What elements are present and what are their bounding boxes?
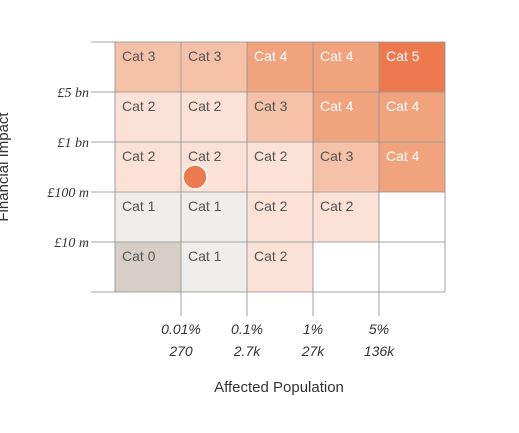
- x-tick-label-count: 136k: [364, 343, 395, 359]
- x-tick-label-pct: 1%: [303, 321, 323, 337]
- cell-label: Cat 2: [254, 248, 288, 264]
- heatmap-cell: [114, 41, 182, 93]
- heatmap-cell: [114, 241, 182, 293]
- cell-label: Cat 3: [122, 48, 156, 64]
- x-tick-label-pct: 0.1%: [231, 321, 263, 337]
- heatmap-cell: [180, 241, 248, 293]
- heatmap-cell: [180, 41, 248, 93]
- cell-label: Cat 2: [254, 198, 288, 214]
- cell-label: Cat 2: [122, 148, 156, 164]
- grid-lines: [91, 41, 446, 316]
- cell-label: Cat 2: [254, 148, 288, 164]
- y-axis-title: Financial Impact: [0, 112, 12, 222]
- heatmap-cell: [312, 191, 380, 243]
- cell-label: Cat 2: [122, 98, 156, 114]
- cell-label: Cat 0: [122, 248, 156, 264]
- heatmap-cell: [378, 41, 446, 93]
- x-tick-label-count: 2.7k: [233, 343, 261, 359]
- heatmap-cell: [378, 141, 446, 193]
- y-tick-label: £1 bn: [58, 136, 90, 151]
- cell-label: Cat 4: [386, 148, 420, 164]
- heatmap-cell: [246, 141, 314, 193]
- x-tick-label-pct: 5%: [369, 321, 389, 337]
- x-tick-label-count: 27k: [301, 343, 326, 359]
- cell-label: Cat 5: [386, 48, 420, 64]
- heatmap-cells: Cat 3 Cat 3 Cat 4 Cat 4 Cat 5 Cat 2 Cat 2 Cat 3…: [114, 41, 446, 293]
- x-axis-title: Affected Population: [214, 379, 344, 396]
- heatmap-cell: [180, 191, 248, 243]
- x-tick-label-count: 270: [168, 343, 193, 359]
- y-tick-label: £10 m: [54, 236, 89, 251]
- cell-label: Cat 1: [188, 198, 222, 214]
- y-tick-label: £100 m: [47, 186, 89, 201]
- cell-label: Cat 2: [188, 98, 222, 114]
- cell-label: Cat 4: [254, 48, 288, 64]
- heatmap-cell: [114, 91, 182, 143]
- heatmap-cell: [246, 91, 314, 143]
- cell-label: Cat 1: [188, 248, 222, 264]
- cell-label: Cat 4: [320, 48, 354, 64]
- cell-label: Cat 2: [188, 148, 222, 164]
- marker-layer: [182, 164, 208, 190]
- risk-marker-dot[interactable]: [182, 164, 208, 190]
- cell-label: Cat 2: [320, 198, 354, 214]
- heatmap-cell: [312, 41, 380, 93]
- axis-ticks: £5 bn £1 bn £100 m £10 m 0.01% 270 0.1% 2.7k 1% 2…: [47, 86, 395, 359]
- cell-label: Cat 4: [386, 98, 420, 114]
- cell-label: Cat 3: [254, 98, 288, 114]
- cell-label: Cat 3: [188, 48, 222, 64]
- cell-label: Cat 1: [122, 198, 156, 214]
- y-tick-label: £5 bn: [58, 86, 90, 101]
- x-tick-label-pct: 0.01%: [161, 321, 201, 337]
- cell-label: Cat 4: [320, 98, 354, 114]
- heatmap-cell: [378, 91, 446, 143]
- cell-label: Cat 3: [320, 148, 354, 164]
